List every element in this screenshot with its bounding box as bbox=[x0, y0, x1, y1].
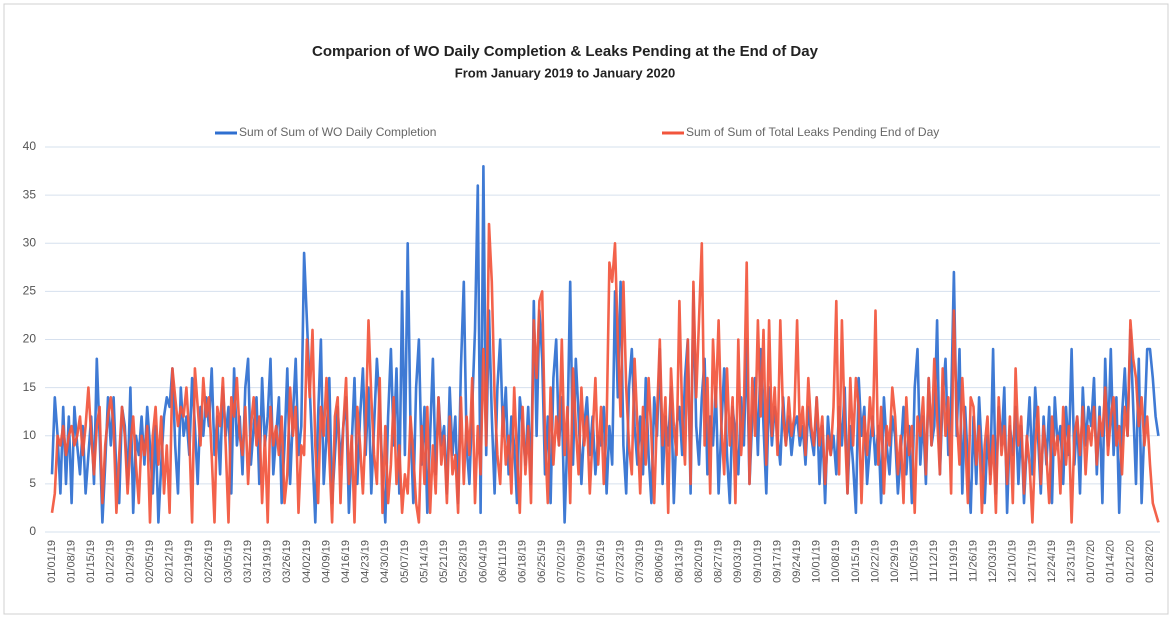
x-tick-label: 06/11/19 bbox=[497, 540, 509, 582]
y-tick-label: 20 bbox=[23, 332, 37, 346]
x-tick-label: 11/12/19 bbox=[928, 540, 940, 582]
x-tick-label: 01/14/20 bbox=[1105, 540, 1117, 583]
x-tick-label: 05/28/19 bbox=[458, 540, 470, 583]
x-tick-label: 02/26/19 bbox=[203, 540, 215, 583]
x-tick-label: 02/19/19 bbox=[183, 540, 195, 583]
y-tick-label: 15 bbox=[23, 380, 37, 394]
chart-title: Comparion of WO Daily Completion & Leaks… bbox=[312, 43, 819, 60]
y-tick-label: 30 bbox=[23, 235, 37, 249]
x-tick-label: 11/05/19 bbox=[909, 540, 921, 582]
x-tick-label: 06/04/19 bbox=[477, 540, 489, 583]
x-tick-label: 09/03/19 bbox=[732, 540, 744, 583]
y-tick-label: 5 bbox=[29, 476, 36, 490]
x-tick-label: 11/19/19 bbox=[948, 540, 960, 582]
x-tick-label: 08/20/19 bbox=[693, 540, 705, 583]
x-tick-label: 07/16/19 bbox=[595, 540, 607, 583]
x-tick-label: 07/23/19 bbox=[615, 540, 627, 583]
x-tick-label: 10/01/19 bbox=[811, 540, 823, 583]
x-tick-label: 09/24/19 bbox=[791, 540, 803, 583]
x-tick-label: 01/21/20 bbox=[1124, 540, 1136, 583]
x-tick-label: 05/07/19 bbox=[399, 540, 411, 583]
x-tick-label: 03/12/19 bbox=[242, 540, 254, 583]
x-tick-label: 01/22/19 bbox=[105, 540, 117, 583]
x-tick-label: 08/27/19 bbox=[713, 540, 725, 583]
series-line bbox=[50, 222, 1160, 524]
x-tick-label: 07/02/19 bbox=[556, 540, 568, 583]
x-tick-label: 05/21/19 bbox=[438, 540, 450, 583]
x-tick-label: 10/29/19 bbox=[889, 540, 901, 583]
x-tick-label: 02/05/19 bbox=[144, 540, 156, 583]
x-tick-label: 09/10/19 bbox=[752, 540, 764, 583]
y-tick-label: 25 bbox=[23, 284, 37, 298]
x-tick-label: 10/15/19 bbox=[850, 540, 862, 583]
x-tick-label: 04/02/19 bbox=[301, 540, 313, 583]
x-tick-label: 05/14/19 bbox=[418, 540, 430, 583]
x-tick-label: 01/08/19 bbox=[66, 540, 78, 583]
x-tick-label: 03/05/19 bbox=[222, 540, 234, 583]
x-tick-label: 04/16/19 bbox=[340, 540, 352, 583]
x-tick-label: 03/26/19 bbox=[281, 540, 293, 583]
chart-subtitle: From January 2019 to January 2020 bbox=[455, 65, 675, 80]
y-tick-label: 35 bbox=[23, 187, 37, 201]
x-tick-label: 08/13/19 bbox=[673, 540, 685, 583]
legend-label: Sum of Sum of WO Daily Completion bbox=[239, 125, 436, 139]
x-tick-label: 01/07/20 bbox=[1085, 540, 1097, 583]
x-tick-label: 02/12/19 bbox=[164, 540, 176, 583]
x-tick-label: 08/06/19 bbox=[654, 540, 666, 583]
y-tick-label: 10 bbox=[23, 428, 37, 442]
x-tick-label: 04/23/19 bbox=[360, 540, 372, 583]
y-tick-label: 40 bbox=[23, 139, 37, 153]
x-tick-label: 12/03/19 bbox=[987, 540, 999, 583]
x-tick-label: 12/24/19 bbox=[1046, 540, 1058, 583]
x-tick-label: 10/08/19 bbox=[830, 540, 842, 583]
y-tick-label: 0 bbox=[29, 524, 36, 538]
x-tick-label: 09/17/19 bbox=[771, 540, 783, 583]
legend-label: Sum of Sum of Total Leaks Pending End of… bbox=[686, 125, 939, 139]
x-tick-label: 01/15/19 bbox=[85, 540, 97, 583]
x-tick-label: 12/10/19 bbox=[1007, 540, 1019, 583]
x-tick-label: 10/22/19 bbox=[869, 540, 881, 583]
x-tick-label: 01/29/19 bbox=[124, 540, 136, 583]
x-tick-label: 12/17/19 bbox=[1026, 540, 1038, 583]
x-tick-label: 07/09/19 bbox=[575, 540, 587, 583]
chart-frame bbox=[3, 3, 1169, 615]
x-tick-label: 07/30/19 bbox=[634, 540, 646, 583]
x-tick-label: 03/19/19 bbox=[262, 540, 274, 583]
x-tick-label: 12/31/19 bbox=[1065, 540, 1077, 583]
x-tick-label: 11/26/19 bbox=[967, 540, 979, 582]
x-tick-label: 01/28/20 bbox=[1144, 540, 1156, 583]
x-tick-label: 01/01/19 bbox=[46, 540, 58, 583]
x-tick-label: 06/25/19 bbox=[536, 540, 548, 583]
x-tick-label: 04/09/19 bbox=[320, 540, 332, 583]
x-tick-label: 06/18/19 bbox=[516, 540, 528, 583]
x-tick-label: 04/30/19 bbox=[379, 540, 391, 583]
